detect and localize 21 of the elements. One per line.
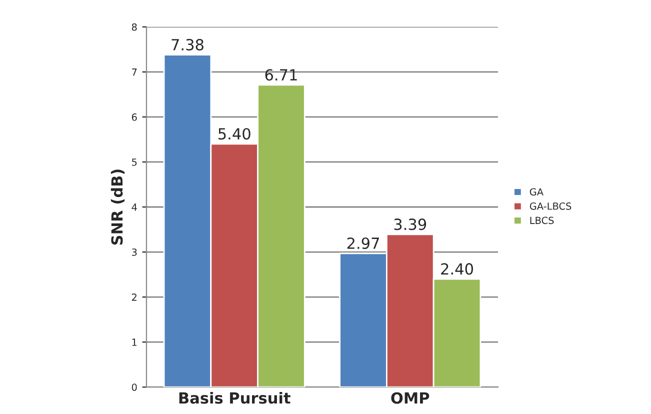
x-tick-label: OMP bbox=[391, 392, 430, 404]
text: 7.38 bbox=[172, 38, 204, 50]
text: 2.97 bbox=[347, 237, 379, 250]
text: 5.40 bbox=[218, 128, 250, 140]
text: 3.39 bbox=[394, 218, 426, 230]
y-tick-label: 7 bbox=[132, 68, 137, 76]
y-tick-label: 1 bbox=[132, 338, 137, 346]
y-tick-label: 5 bbox=[132, 158, 137, 166]
text: 6.71 bbox=[265, 69, 297, 81]
y-tick-label: 6 bbox=[132, 113, 137, 121]
legend-label: GA bbox=[530, 188, 544, 196]
y-tick-label: 4 bbox=[132, 204, 137, 211]
legend-label: LBCS bbox=[530, 216, 554, 224]
legend-label: GA-LBCS bbox=[530, 202, 572, 210]
y-tick-label: 2 bbox=[132, 294, 136, 301]
y-tick-label: 0 bbox=[132, 384, 137, 391]
x-tick-label: Basis Pursuit bbox=[179, 392, 290, 404]
y-tick-label: 8 bbox=[132, 23, 137, 31]
y-tick-label: 3 bbox=[132, 248, 137, 256]
text: 2.40 bbox=[441, 263, 473, 275]
y-axis-title: SNR (dB) bbox=[110, 170, 125, 245]
